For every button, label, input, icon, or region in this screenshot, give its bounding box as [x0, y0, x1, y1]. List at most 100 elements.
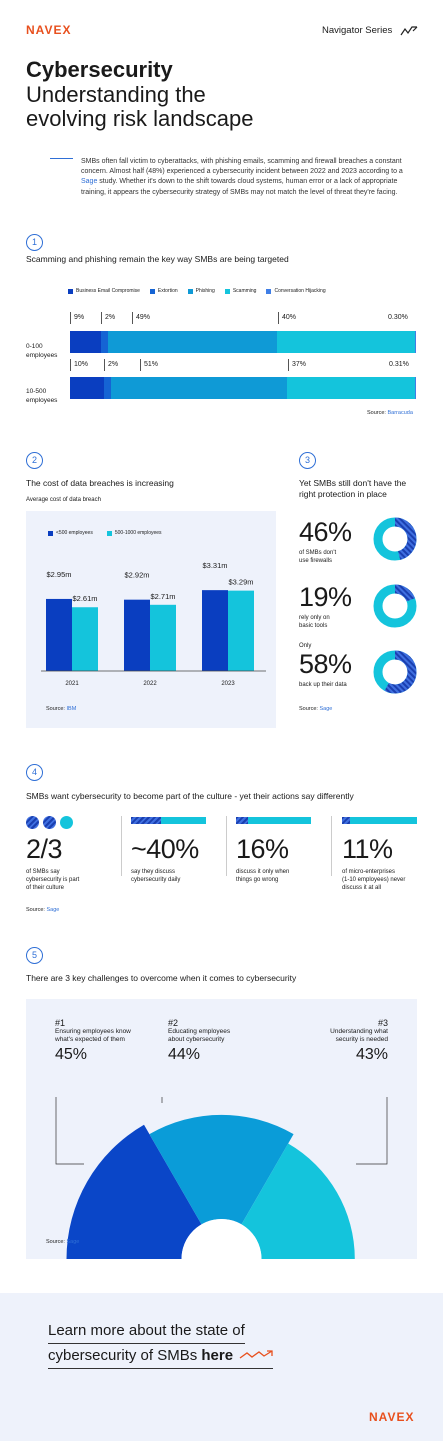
fan-hole [181, 1219, 262, 1259]
divider [121, 816, 122, 876]
row-2-pct: 37% [292, 361, 307, 368]
stat-pre: Only [299, 643, 312, 649]
bar-segment [107, 331, 277, 353]
stat-value: 58% [299, 649, 352, 679]
tick-label: 2022 [143, 681, 157, 687]
bar [46, 598, 72, 671]
bar-segment [70, 377, 105, 399]
challenge-2-label: #2 Educating employees about cybersecuri… [168, 1018, 231, 1063]
row-1-pct: 9% [74, 314, 85, 321]
bar-segment [111, 377, 288, 399]
stat4-block: 16% discuss it only when things go wrong [236, 834, 326, 884]
bar-segment [104, 377, 112, 399]
footer-logo: NAVEX [369, 1410, 415, 1424]
stat-desc: discuss it only when things go wrong [236, 869, 290, 883]
section-2-title: The cost of data breaches is increasing [26, 478, 174, 488]
donut-fill [373, 650, 417, 694]
page-subtitle-line2: evolving risk landscape [26, 106, 254, 131]
section-3-source: Source: Sage [299, 706, 333, 712]
section-1-source: Source: Barracuda [367, 410, 413, 416]
stat-value: 2/3 [26, 834, 63, 864]
data-label: $3.31m [202, 561, 227, 570]
stat-desc: of micro-enterprises (1-10 employees) nev… [342, 869, 406, 891]
row-1-pct: 0.30% [388, 314, 408, 321]
row-1-pct: 49% [136, 314, 151, 321]
backup-donut [373, 650, 417, 694]
row-1-pct: 2% [105, 314, 116, 321]
firewall-donut [373, 517, 417, 561]
donut-fill [373, 584, 417, 628]
culture-progress-bar [236, 817, 311, 824]
section-5-source: Source: Sage [46, 1239, 80, 1245]
legend-label: Conversation Hijacking [274, 288, 326, 294]
legend-swatch [149, 288, 155, 294]
row-1-bar [70, 331, 417, 353]
bar [124, 599, 150, 671]
dot-icon [43, 816, 56, 829]
stat4-block: 11% of micro-enterprises (1-10 employees)… [342, 834, 432, 892]
section-2-subtitle: Average cost of data breach [26, 497, 101, 503]
legend-label: Business Email Compromise [76, 288, 140, 294]
stat-value: 11% [342, 834, 393, 864]
section-3-number: 3 [299, 452, 316, 469]
row-1-label: 0-100 employees [26, 343, 58, 359]
series-arrow-icon [400, 26, 418, 36]
cta-line-1[interactable]: Learn more about the state of [48, 1321, 245, 1344]
cta-here-link[interactable]: here [201, 1347, 234, 1364]
section-4-source: Source: Sage [26, 907, 60, 913]
sage-link[interactable]: Sage [81, 178, 98, 186]
stat-desc: of SMBs say cybersecurity is part of their… [26, 869, 80, 891]
bar-segment [101, 331, 108, 353]
stat4-block: ~40% say they discuss cybersecurity daily [131, 834, 226, 884]
data-label: $2.95m [46, 570, 71, 579]
stat-value: 19% [299, 582, 352, 612]
donut-fill [373, 517, 417, 561]
stat-value: ~40% [131, 834, 199, 864]
culture-progress-bar [131, 817, 206, 824]
source-link[interactable]: IBM [66, 706, 77, 712]
arrow-icon [239, 1350, 273, 1359]
source-link[interactable]: Sage [319, 706, 333, 712]
bar-segment [70, 331, 102, 353]
legend-swatch [68, 288, 73, 294]
legend-label: <500 employees [56, 530, 93, 536]
bar [228, 590, 254, 671]
section-1-number: 1 [26, 234, 43, 251]
stat-block: Only 58% back up their data [299, 643, 434, 703]
data-label: $2.61m [72, 594, 97, 603]
source-link[interactable]: Barracuda [387, 410, 413, 416]
section-2-legend: <500 employees 500-1000 employees [48, 530, 162, 536]
section-2-panel: <500 employees 500-1000 employees $2.95m… [26, 511, 276, 728]
row-2-bar [70, 377, 417, 399]
legend-swatch [48, 530, 53, 536]
intro-paragraph: SMBs often fall victim to cyberattacks, … [81, 158, 403, 196]
breach-cost-chart: $2.95m $2.61m 2021 $2.92m $2.71m 2022 $3.31m$3… [41, 561, 266, 687]
challenge-3-label: #3 Understanding what security is needed… [330, 1018, 388, 1063]
legend-swatch [224, 288, 230, 294]
intro-rule [50, 158, 73, 159]
section-3-title: Yet SMBs still don't have the right prot… [299, 478, 407, 499]
section-1-title: Scamming and phishing remain the key way… [26, 254, 289, 264]
section-1-legend: Business Email Compromise Extortion Phis… [68, 288, 428, 298]
data-label: $2.71m [150, 592, 175, 601]
divider [226, 816, 227, 876]
bar-segment [414, 331, 417, 353]
cta-line-2[interactable]: cybersecurity of SMBs [48, 1347, 202, 1364]
row-1-pct: 40% [282, 314, 297, 321]
source-link[interactable]: Sage [46, 907, 60, 913]
dot-icon [60, 816, 73, 829]
source-link[interactable]: Sage [66, 1239, 80, 1245]
footer-panel: Learn more about the state of cybersecur… [0, 1293, 443, 1441]
row-2-ticks: 10% 2% 51% 37% 0.31% [70, 359, 416, 371]
footer-cta[interactable]: Learn more about the state of cybersecur… [48, 1321, 443, 1369]
dot-icon [26, 816, 39, 829]
stat-desc: rely only on basic tools [299, 615, 330, 629]
data-label: $2.92m [124, 571, 149, 580]
legend-label: Phishing [195, 288, 215, 294]
section-2-source: Source: IBM [46, 706, 77, 712]
row-2-label: 10-500 employees [26, 388, 58, 404]
row-2-pct: 51% [144, 361, 159, 368]
section-4-number: 4 [26, 764, 43, 781]
row-2-pct: 0.31% [389, 361, 409, 368]
stat4-block: 2/3 of SMBs say cybersecurity is part of t… [26, 834, 121, 892]
